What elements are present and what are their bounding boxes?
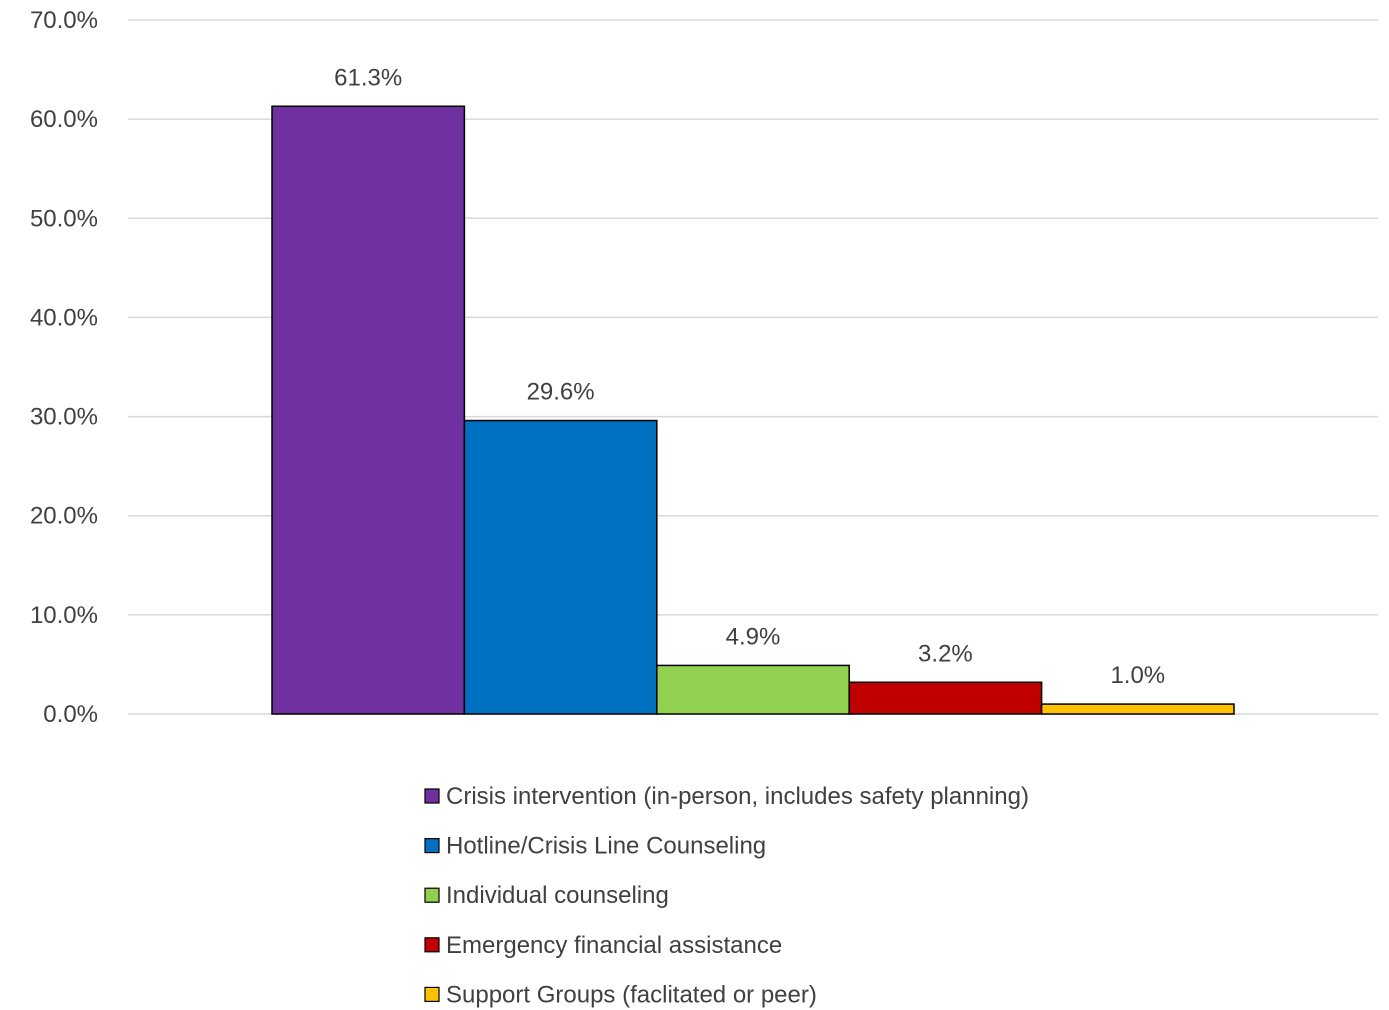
legend-label: Crisis intervention (in-person, includes… [446, 783, 1029, 810]
legend-swatch [424, 887, 440, 903]
y-tick-label: 40.0% [30, 304, 98, 331]
legend-swatch [424, 788, 440, 804]
legend-label: Hotline/Crisis Line Counseling [446, 833, 766, 860]
y-tick-label: 20.0% [30, 503, 98, 530]
bars [271, 105, 1235, 715]
y-tick-label: 60.0% [30, 106, 98, 133]
y-axis-tick-labels: 0.0% 10.0% 20.0% 30.0% 40.0% 50.0% 60.0% 70.0% [30, 7, 98, 728]
y-tick-label: 10.0% [30, 602, 98, 629]
data-labels: 61.3% 29.6% 4.9% 3.2% 1.0% [334, 64, 1165, 689]
y-tick-label: 70.0% [30, 7, 98, 34]
data-label: 61.3% [334, 64, 402, 91]
data-label: 29.6% [527, 379, 595, 406]
legend-swatch [424, 937, 440, 953]
bar [463, 419, 658, 715]
bar [271, 105, 466, 715]
data-label: 3.2% [918, 640, 973, 667]
legend: Crisis intervention (in-person, includes… [424, 783, 1029, 1008]
legend-label: Individual counseling [446, 882, 669, 909]
y-tick-label: 30.0% [30, 404, 98, 431]
bar [848, 681, 1043, 715]
bar [656, 664, 850, 715]
legend-swatch [424, 986, 440, 1003]
bar [1040, 703, 1235, 715]
y-tick-label: 0.0% [43, 701, 98, 728]
data-label: 1.0% [1110, 662, 1165, 689]
legend-swatch [424, 837, 440, 854]
y-tick-label: 50.0% [30, 205, 98, 232]
legend-label: Support Groups (faclitated or peer) [446, 981, 817, 1008]
data-label: 4.9% [726, 623, 781, 650]
legend-label: Emergency financial assistance [446, 932, 782, 959]
